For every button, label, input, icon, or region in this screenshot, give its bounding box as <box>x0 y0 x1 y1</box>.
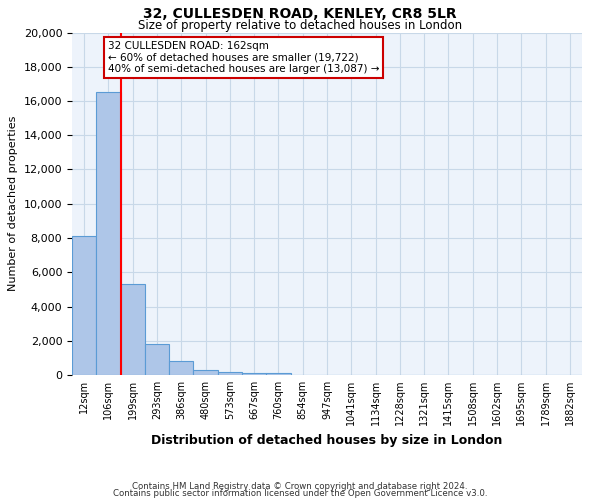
Bar <box>72 236 96 375</box>
Y-axis label: Number of detached properties: Number of detached properties <box>8 116 18 292</box>
Bar <box>121 284 145 375</box>
Bar <box>169 362 193 375</box>
X-axis label: Distribution of detached houses by size in London: Distribution of detached houses by size … <box>151 434 503 446</box>
Text: Contains HM Land Registry data © Crown copyright and database right 2024.: Contains HM Land Registry data © Crown c… <box>132 482 468 491</box>
Bar <box>242 374 266 375</box>
Text: Size of property relative to detached houses in London: Size of property relative to detached ho… <box>138 19 462 32</box>
Text: Contains public sector information licensed under the Open Government Licence v3: Contains public sector information licen… <box>113 489 487 498</box>
Bar <box>145 344 169 375</box>
Bar <box>266 374 290 375</box>
Text: 32 CULLESDEN ROAD: 162sqm
← 60% of detached houses are smaller (19,722)
40% of s: 32 CULLESDEN ROAD: 162sqm ← 60% of detac… <box>108 41 379 74</box>
Bar <box>193 370 218 375</box>
Text: 32, CULLESDEN ROAD, KENLEY, CR8 5LR: 32, CULLESDEN ROAD, KENLEY, CR8 5LR <box>143 8 457 22</box>
Bar <box>218 372 242 375</box>
Bar <box>96 92 121 375</box>
